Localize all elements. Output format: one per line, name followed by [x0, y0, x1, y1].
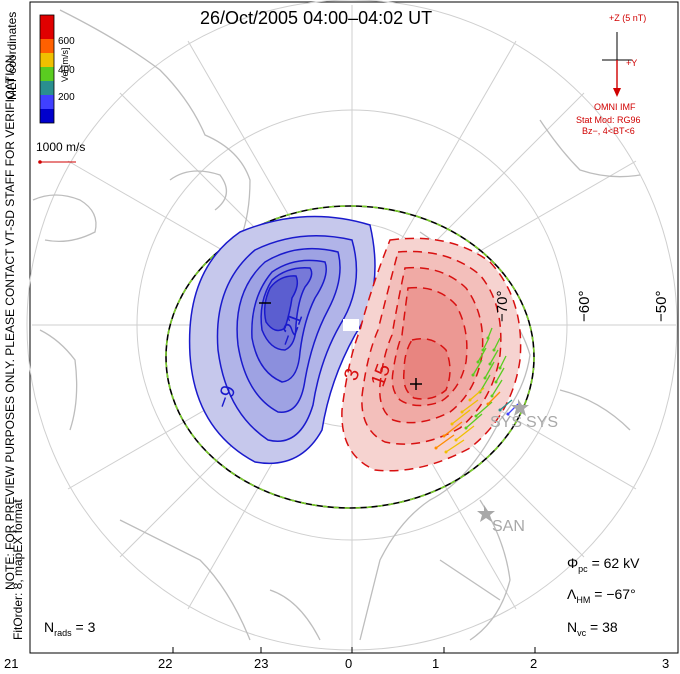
- contour-gap: [343, 319, 359, 331]
- imf-z-label: +Z (5 nT): [609, 13, 647, 23]
- velocity-scale-vector: [38, 160, 76, 164]
- plot-frame: [29, 1, 679, 654]
- imf-source-label: OMNI IMF: [594, 102, 636, 112]
- mlt-label-2: 2: [530, 656, 538, 671]
- station-label-san: SAN: [492, 518, 525, 535]
- station-label-sys-1: SYS: [490, 414, 523, 431]
- colorbar-tick-600: 600: [58, 36, 75, 47]
- mlt-ticks: [29, 647, 679, 653]
- cross-polar-potential: Φpc = 62 kV: [567, 555, 640, 574]
- colorbar-tick-200: 200: [58, 92, 75, 103]
- station-marker: [477, 505, 495, 522]
- mlt-label-21: 21: [4, 656, 19, 671]
- velocity-vectors: [434, 327, 519, 454]
- hmb-latitude: ΛHM = −67°: [567, 586, 636, 605]
- velocity-scale-label: 1000 m/s: [36, 140, 86, 154]
- imf-condition-label: Bz−, 4<BT<6: [582, 126, 635, 136]
- heppner-maynard-boundary-dash: [165, 205, 535, 509]
- radar-stations: [477, 399, 529, 522]
- positive-potential-cell: [341, 237, 522, 472]
- mlt-label-1: 1: [432, 656, 440, 671]
- vector-count: Nvc = 38: [567, 619, 618, 638]
- mlt-label-22: 22: [158, 656, 173, 671]
- stat-model-label: Stat Mod: RG96: [576, 115, 641, 125]
- latitude-label-70: −70°: [494, 290, 511, 322]
- mlt-label-3: 3: [662, 656, 670, 671]
- latitude-label-60: −60°: [576, 290, 593, 322]
- negative-potential-cell: [188, 215, 376, 465]
- imf-y-label: +Y: [626, 58, 638, 68]
- latitude-label-50: −50°: [653, 290, 670, 322]
- radar-count: Nrads = 3: [44, 619, 96, 638]
- velocity-colorbar: [39, 14, 55, 124]
- imf-dial: [602, 32, 632, 97]
- mlt-label-0: 0: [345, 656, 353, 671]
- station-marker: [511, 399, 529, 416]
- station-label-sys-2: SYS: [526, 414, 559, 431]
- mlt-label-23: 23: [254, 656, 269, 671]
- map-title: 26/Oct/2005 04:00–04:02 UT: [200, 8, 433, 28]
- fit-order-note: FitOrder: 8, mapEX format: [11, 499, 25, 640]
- colorbar-tick-400: 400: [58, 65, 75, 76]
